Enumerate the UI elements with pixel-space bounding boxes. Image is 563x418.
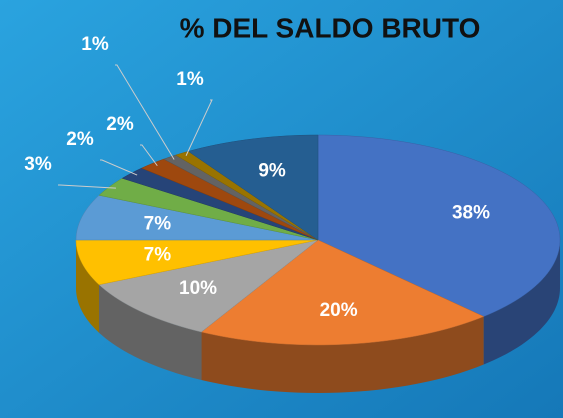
slice-side	[483, 240, 560, 365]
tops	[75, 134, 561, 346]
chart-title: % DEL SALDO BRUTO	[180, 12, 481, 43]
slice	[75, 195, 319, 241]
leader-line	[58, 184, 116, 189]
data-label: 7%	[144, 245, 172, 266]
data-label: 20%	[320, 300, 358, 321]
slice-side	[201, 316, 484, 393]
slice	[98, 178, 319, 241]
slice-side	[99, 284, 202, 381]
data-label: 9%	[258, 160, 286, 181]
data-label: 1%	[81, 34, 109, 55]
leader-line	[100, 159, 138, 176]
slice	[200, 239, 485, 346]
slice	[98, 239, 319, 333]
data-label: 7%	[144, 213, 172, 234]
leader-line	[185, 99, 213, 156]
data-label: 1%	[176, 69, 204, 90]
data-label: 38%	[452, 203, 490, 224]
slice	[317, 134, 561, 317]
data-label: 10%	[179, 278, 217, 299]
leader-line	[115, 64, 175, 160]
data-label: 3%	[24, 154, 52, 175]
slice	[187, 134, 319, 241]
data-label: 2%	[106, 114, 134, 135]
data-label: 2%	[66, 129, 94, 150]
leader-line	[140, 144, 158, 167]
labels: 38% 20% 10% 7% 7% 3% 2% 2% 1% 1% 9%	[24, 34, 490, 321]
slice	[75, 239, 319, 285]
